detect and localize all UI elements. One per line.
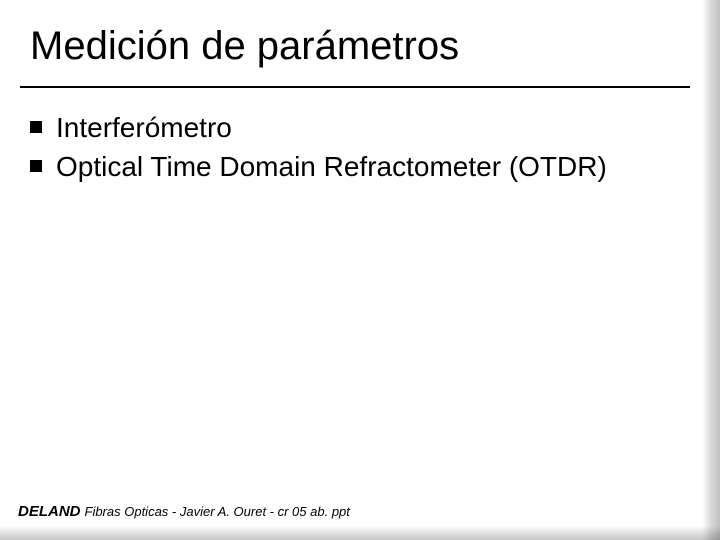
- square-bullet-icon: [30, 160, 42, 172]
- slide: Medición de parámetros Interferómetro Op…: [0, 0, 720, 540]
- shadow-bottom: [0, 526, 720, 540]
- slide-body: Interferómetro Optical Time Domain Refra…: [30, 110, 680, 188]
- title-underline: [20, 86, 690, 88]
- shadow-right: [702, 0, 720, 540]
- square-bullet-icon: [30, 121, 42, 133]
- slide-title: Medición de parámetros: [30, 24, 459, 69]
- list-item: Optical Time Domain Refractometer (OTDR): [30, 149, 680, 184]
- bullet-text: Interferómetro: [56, 110, 232, 145]
- slide-footer: DELAND Fibras Opticas - Javier A. Ouret -…: [18, 503, 350, 520]
- bullet-text: Optical Time Domain Refractometer (OTDR): [56, 149, 607, 184]
- list-item: Interferómetro: [30, 110, 680, 145]
- footer-text: Fibras Opticas - Javier A. Ouret - cr 05…: [85, 504, 350, 519]
- footer-brand: DELAND: [18, 503, 81, 520]
